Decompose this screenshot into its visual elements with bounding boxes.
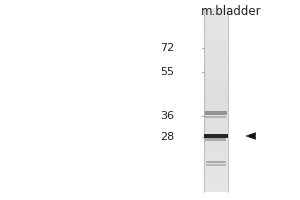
Bar (204, 72, 228, 75)
Bar (204, 164, 228, 167)
Bar (204, 171, 228, 174)
Bar (204, 39, 228, 42)
Bar (204, 131, 228, 134)
Bar (204, 45, 228, 48)
Bar (204, 36, 228, 39)
Bar (204, 140, 228, 143)
Bar (204, 42, 228, 45)
Bar (204, 33, 228, 36)
Bar (204, 20, 228, 23)
Text: 28: 28 (160, 132, 174, 142)
Bar (204, 88, 228, 91)
Bar (204, 155, 228, 158)
Bar (204, 91, 228, 94)
Bar (204, 57, 228, 60)
Bar (204, 180, 228, 183)
Bar (204, 100, 228, 103)
Bar (204, 134, 228, 138)
Bar (206, 164, 226, 166)
Bar (206, 138, 226, 141)
Bar (204, 174, 228, 177)
Bar (204, 69, 228, 72)
Bar (204, 79, 228, 82)
Bar (204, 17, 228, 20)
Bar (204, 121, 228, 125)
Bar (204, 54, 228, 57)
Bar (204, 103, 228, 106)
Text: m.bladder: m.bladder (201, 5, 261, 18)
Bar (204, 167, 228, 171)
Bar (204, 158, 228, 161)
Bar (204, 186, 228, 189)
Bar (204, 125, 228, 128)
Bar (204, 97, 228, 100)
Bar (204, 75, 228, 79)
Polygon shape (246, 132, 256, 140)
Bar (206, 116, 226, 118)
Bar (204, 106, 228, 109)
Bar (204, 189, 228, 192)
Text: 72: 72 (160, 43, 174, 53)
Bar (204, 60, 228, 63)
Bar (204, 82, 228, 85)
Bar (205, 111, 227, 115)
Bar (204, 63, 228, 66)
Bar (204, 51, 228, 54)
Bar (204, 48, 228, 51)
Bar (204, 23, 228, 26)
Bar (204, 115, 228, 118)
Bar (204, 128, 228, 131)
Bar (204, 14, 228, 17)
Bar (204, 94, 228, 97)
Bar (204, 109, 228, 112)
Bar (204, 112, 228, 115)
Bar (204, 183, 228, 186)
Bar (204, 29, 228, 33)
Bar (204, 134, 228, 137)
Bar (204, 137, 228, 140)
Bar (204, 8, 228, 11)
Bar (204, 161, 228, 164)
Bar (204, 152, 228, 155)
Bar (204, 146, 228, 149)
Bar (204, 26, 228, 29)
Text: 55: 55 (160, 67, 174, 77)
Bar (204, 118, 228, 121)
Bar (206, 161, 226, 163)
Bar (204, 177, 228, 180)
Bar (204, 143, 228, 146)
Bar (204, 149, 228, 152)
Bar (204, 85, 228, 88)
Bar (204, 11, 228, 14)
Bar (204, 66, 228, 69)
Text: 36: 36 (160, 111, 174, 121)
